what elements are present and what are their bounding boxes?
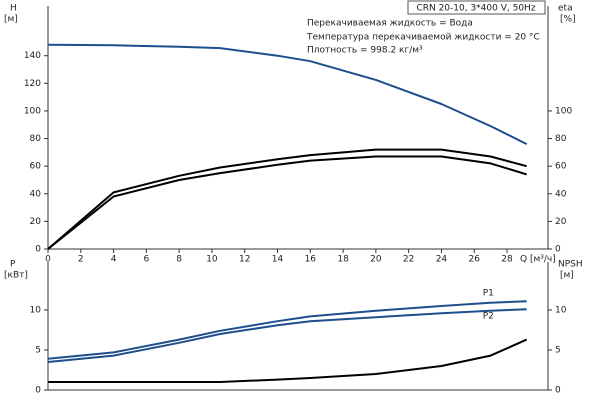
y-unit: [кВт]: [4, 271, 28, 281]
y2-tick-label: 80: [555, 134, 567, 144]
y-label: P: [10, 260, 16, 270]
note: Плотность = 998.2 кг/м³: [307, 46, 423, 56]
y-tick-label: 0: [35, 386, 41, 396]
note: Температура перекачиваемой жидкости = 20…: [306, 33, 540, 43]
y2-unit: [%]: [560, 15, 576, 25]
y-label: H: [10, 4, 17, 14]
y2-label: NPSH: [558, 260, 583, 270]
x-tick-label: 24: [436, 255, 448, 265]
y2-tick-label: 100: [555, 106, 572, 116]
curve: [47, 43, 528, 145]
y-tick-label: 80: [30, 134, 42, 144]
x-tick-label: 4: [111, 255, 117, 265]
curve-label: P2: [483, 312, 494, 322]
y-tick-label: 0: [35, 245, 41, 255]
x-tick-label: 18: [337, 255, 349, 265]
y2-unit: [м]: [560, 271, 574, 281]
curve: [47, 300, 527, 360]
y-tick-label: 120: [24, 79, 41, 89]
note: Перекачиваемая жидкость = Вода: [307, 19, 473, 29]
curve: [48, 338, 528, 383]
y-tick-label: 40: [30, 189, 42, 199]
x-label: Q [м³/ч]: [520, 255, 556, 265]
x-tick-label: 10: [206, 255, 218, 265]
x-tick-label: 20: [370, 255, 382, 265]
x-tick-label: 12: [239, 255, 250, 265]
y-tick-label: 100: [24, 106, 41, 116]
x-tick-label: 6: [143, 255, 149, 265]
curve: [47, 155, 527, 250]
curve-label: P1: [483, 289, 494, 299]
x-tick-label: 22: [403, 255, 414, 265]
x-tick-label: 0: [45, 255, 51, 265]
x-tick-label: 28: [501, 255, 513, 265]
x-tick-label: 14: [272, 255, 284, 265]
x-tick-label: 2: [78, 255, 84, 265]
y-tick-label: 60: [30, 162, 42, 172]
y2-tick-label: 10: [555, 306, 567, 316]
y-unit: [м]: [4, 15, 18, 25]
y2-tick-label: 0: [555, 386, 561, 396]
y-tick-label: 140: [24, 51, 41, 61]
y2-tick-label: 20: [555, 217, 567, 227]
y2-tick-label: 60: [555, 162, 567, 172]
y2-tick-label: 0: [555, 245, 561, 255]
x-tick-label: 26: [469, 255, 481, 265]
curve: [47, 308, 527, 363]
y-tick-label: 5: [35, 346, 41, 356]
x-tick-label: 16: [305, 255, 317, 265]
curve: [47, 148, 527, 250]
y-tick-label: 20: [30, 217, 42, 227]
y2-label: eta: [558, 4, 573, 14]
title: CRN 20-10, 3*400 V, 50Hz: [416, 4, 535, 14]
y-tick-label: 10: [30, 306, 42, 316]
y2-tick-label: 5: [555, 346, 561, 356]
y2-tick-label: 40: [555, 189, 567, 199]
x-tick-label: 8: [176, 255, 182, 265]
title-box: [407, 0, 546, 15]
